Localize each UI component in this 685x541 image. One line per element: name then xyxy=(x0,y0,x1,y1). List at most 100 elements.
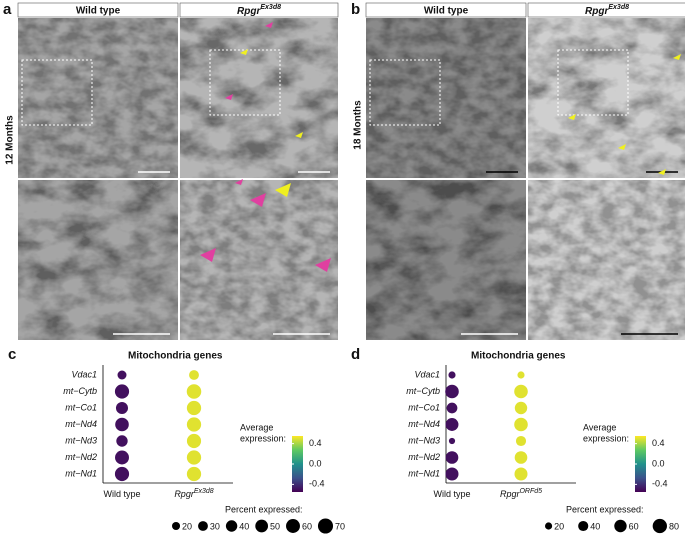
column-header: RpgrEx3d8 xyxy=(585,4,629,17)
x-tick-label: Wild type xyxy=(103,489,140,499)
micrograph-bottom xyxy=(366,180,526,340)
dot xyxy=(514,467,528,481)
header-box xyxy=(527,2,685,18)
inset-box xyxy=(369,59,441,126)
gene-name: Rpgr xyxy=(585,6,609,17)
chart-title: Mitochondria genes xyxy=(128,351,223,362)
arrowhead xyxy=(295,132,303,138)
y-tick-label: mt−Nd2 xyxy=(65,452,97,462)
size-legend-dot xyxy=(614,519,627,533)
column-header: Wild type xyxy=(424,6,469,17)
micrograph-top xyxy=(366,18,526,178)
dot xyxy=(514,401,528,415)
panel-label: b xyxy=(351,1,360,18)
colorbar-tick-label: -0.4 xyxy=(652,479,668,489)
arrowhead xyxy=(658,169,666,175)
dot xyxy=(515,435,527,447)
y-tick-label: mt−Nd3 xyxy=(65,435,97,445)
y-tick-label: Vdac1 xyxy=(414,369,440,379)
dot xyxy=(116,435,128,447)
y-tick-label: mt−Co1 xyxy=(65,402,97,412)
dot xyxy=(446,402,458,414)
y-tick-label: Vdac1 xyxy=(71,369,97,379)
colorbar-tick-label: 0.0 xyxy=(652,458,665,468)
column-header: Wild type xyxy=(76,6,121,17)
dot xyxy=(514,417,528,432)
row-label: 18 Months xyxy=(353,100,364,150)
dot xyxy=(186,384,202,399)
micrograph-top xyxy=(528,18,685,178)
panel-label: c xyxy=(8,346,16,363)
dot xyxy=(445,418,459,431)
dot xyxy=(115,401,129,415)
size-legend-dot xyxy=(545,522,553,530)
size-legend-dot xyxy=(317,518,334,534)
dot xyxy=(117,370,127,380)
size-legend-dot xyxy=(652,518,667,534)
dot xyxy=(448,437,456,445)
panel-label: d xyxy=(351,346,360,363)
size-legend-dot xyxy=(255,519,269,533)
dot xyxy=(445,384,459,399)
column-header: RpgrEx3d8 xyxy=(237,4,281,17)
colorbar-title: expression: xyxy=(583,433,629,443)
category: Rpgr xyxy=(174,489,195,499)
inset-box xyxy=(557,49,629,116)
x-tick-label: Wild type xyxy=(433,489,470,499)
colorbar-tick-label: -0.4 xyxy=(309,479,325,489)
y-tick-label: mt−Nd3 xyxy=(408,435,440,445)
gene-name: Rpgr xyxy=(237,6,261,17)
dot xyxy=(186,417,202,432)
size-legend-dot xyxy=(172,521,181,531)
dot xyxy=(514,451,528,464)
size-legend-label: 80 xyxy=(669,521,679,531)
inset-box xyxy=(209,49,281,116)
arrowhead xyxy=(568,114,576,120)
chart-title: Mitochondria genes xyxy=(471,351,566,362)
x-tick-label: RpgrEx3d8 xyxy=(174,488,213,500)
arrowhead xyxy=(265,22,273,28)
superscript: ORFd5 xyxy=(519,488,542,495)
category: Wild type xyxy=(103,489,140,499)
arrowhead xyxy=(250,193,266,207)
dot xyxy=(114,384,130,399)
micrograph-bottom xyxy=(180,180,338,340)
y-tick-label: mt−Nd2 xyxy=(408,452,440,462)
size-legend-dot xyxy=(198,521,208,531)
y-tick-label: mt−Nd1 xyxy=(65,468,97,478)
dot xyxy=(517,371,525,379)
arrowhead xyxy=(240,49,248,55)
dot xyxy=(445,451,459,464)
superscript: Ex3d8 xyxy=(260,4,281,11)
arrowhead xyxy=(225,94,233,100)
arrowhead xyxy=(235,179,243,185)
superscript: Ex3d8 xyxy=(608,4,629,11)
micrograph-bottom xyxy=(18,180,178,340)
colorbar xyxy=(635,436,646,492)
micrograph-top xyxy=(180,18,338,178)
arrowhead xyxy=(275,183,291,197)
header-box xyxy=(17,2,179,18)
colorbar xyxy=(292,436,303,492)
size-legend-dot xyxy=(286,519,300,533)
arrowhead xyxy=(618,144,626,150)
dot xyxy=(114,466,130,482)
size-legend-label: 70 xyxy=(335,521,345,531)
dot xyxy=(115,450,129,465)
size-legend-label: 20 xyxy=(554,521,564,531)
dot xyxy=(115,417,129,432)
dot xyxy=(514,384,528,399)
header-box xyxy=(179,2,339,18)
dot xyxy=(186,466,202,482)
inset-box xyxy=(21,59,93,126)
arrowhead xyxy=(673,54,681,60)
colorbar-title: expression: xyxy=(240,433,286,443)
colorbar-title: Average xyxy=(240,422,273,432)
superscript: Ex3d8 xyxy=(194,488,214,495)
dot xyxy=(448,371,456,379)
row-label: 12 Months xyxy=(5,115,16,165)
size-legend-label: 60 xyxy=(302,521,312,531)
size-legend-dot xyxy=(225,520,238,532)
dot xyxy=(186,450,202,465)
